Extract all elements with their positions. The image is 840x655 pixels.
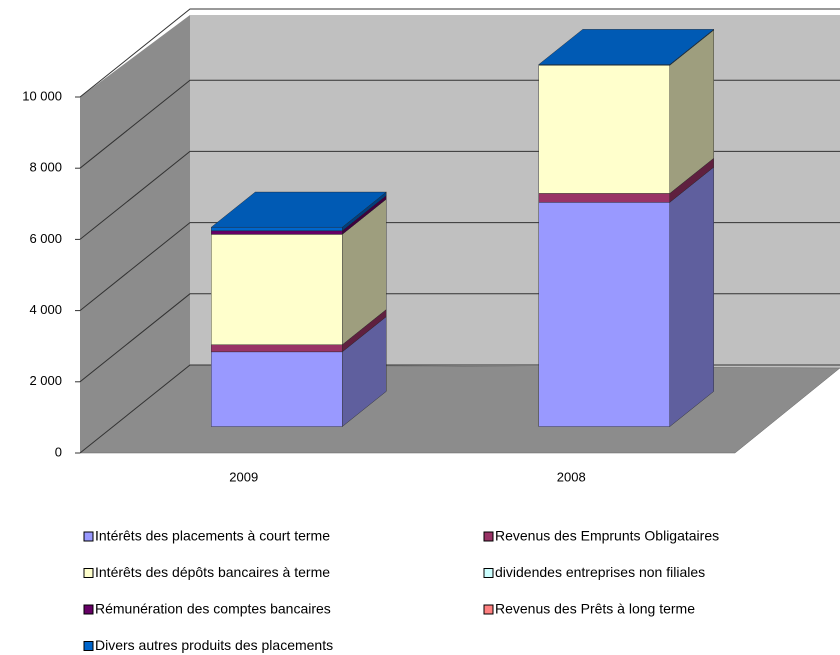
legend-swatch bbox=[83, 641, 94, 651]
floor bbox=[79, 364, 840, 454]
legend-swatch bbox=[83, 604, 94, 615]
bar-top bbox=[210, 191, 387, 228]
y-tick-label: 4 000 bbox=[29, 302, 62, 317]
x-tick-label: 2009 bbox=[229, 469, 258, 484]
legend-swatch bbox=[483, 604, 494, 615]
bar-front bbox=[538, 193, 670, 203]
legend: Intérêts des placements à court terme Rev… bbox=[83, 528, 719, 653]
bar-front bbox=[211, 351, 343, 427]
y-tick-label: 0 bbox=[55, 444, 62, 459]
legend-label: Rémunération des comptes bancaires bbox=[95, 601, 331, 617]
legend-label: Revenus des Emprunts Obligataires bbox=[495, 528, 719, 544]
bar-front bbox=[538, 202, 670, 427]
y-tick-label: 2 000 bbox=[29, 373, 62, 388]
legend-label: Intérêts des dépôts bancaires à terme bbox=[95, 564, 330, 580]
legend-label: Revenus des Prêts à long terme bbox=[495, 601, 695, 617]
bar-front bbox=[211, 227, 343, 232]
grid-line bbox=[79, 8, 840, 98]
bar-front bbox=[211, 230, 343, 235]
legend-swatch bbox=[83, 531, 94, 542]
side-wall bbox=[80, 15, 190, 453]
bar-front bbox=[538, 65, 670, 194]
y-tick-label: 6 000 bbox=[29, 231, 62, 246]
x-tick-label: 2008 bbox=[557, 469, 586, 484]
y-tick-label: 8 000 bbox=[29, 160, 62, 175]
bar-side bbox=[669, 166, 714, 428]
legend-label: Intérêts des placements à court terme bbox=[95, 528, 330, 544]
bar-front bbox=[211, 344, 343, 353]
legend-swatch bbox=[483, 531, 494, 542]
legend-label: dividendes entreprises non filiales bbox=[495, 564, 705, 580]
legend-swatch bbox=[83, 568, 94, 578]
bar-front bbox=[211, 234, 343, 345]
bar-top bbox=[538, 29, 715, 65]
bars: 2009 2008 bbox=[210, 28, 715, 484]
y-tick-label: 10 000 bbox=[22, 88, 62, 103]
legend-swatch bbox=[483, 568, 494, 578]
legend-label: Divers autres produits des placements bbox=[95, 637, 333, 653]
